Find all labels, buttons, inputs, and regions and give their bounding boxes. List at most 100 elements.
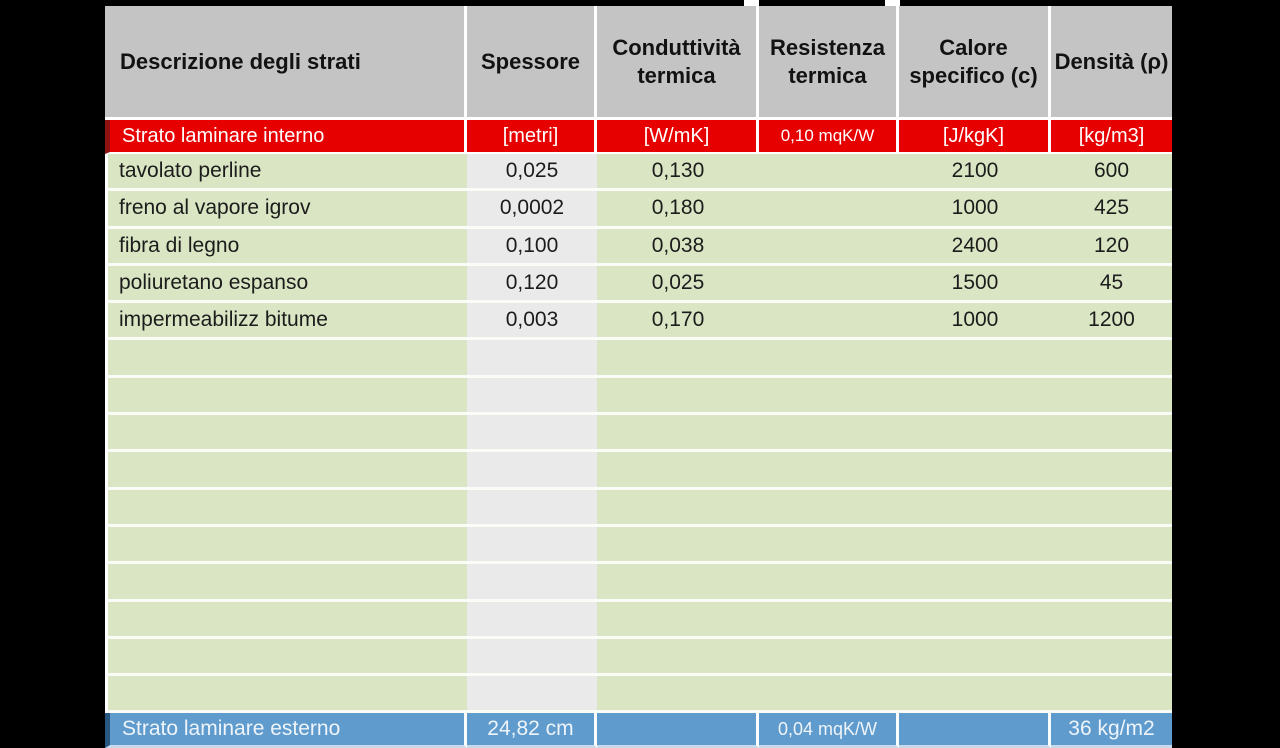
footer-spessore-cell[interactable]: 24,82 cm (467, 713, 597, 748)
cell-calore[interactable]: 2400 (899, 228, 1051, 266)
cell-resistenza[interactable] (759, 377, 899, 416)
cell-descrizione[interactable] (105, 452, 467, 490)
cell-spessore[interactable] (467, 564, 597, 602)
cell-densita[interactable] (1051, 601, 1172, 639)
units-densita-cell[interactable]: [kg/m3] (1051, 120, 1172, 154)
cell-conduttivita[interactable] (597, 340, 759, 378)
footer-row-label[interactable]: Strato laminare esterno (105, 713, 467, 748)
cell-descrizione[interactable] (105, 340, 467, 378)
units-resistenza-cell[interactable]: 0,10 mqK/W (759, 120, 899, 154)
cell-conduttivita[interactable] (597, 564, 759, 602)
cell-spessore[interactable]: 0,003 (467, 303, 597, 341)
cell-conduttivita[interactable]: 0,130 (597, 154, 759, 192)
cell-descrizione[interactable]: poliuretano espanso (105, 265, 467, 304)
cell-spessore[interactable] (467, 526, 597, 565)
cell-resistenza[interactable] (759, 191, 899, 229)
cell-descrizione[interactable]: tavolato perline (105, 154, 467, 192)
cell-conduttivita[interactable]: 0,025 (597, 265, 759, 304)
cell-descrizione[interactable] (105, 601, 467, 639)
cell-densita[interactable] (1051, 676, 1172, 714)
header-descrizione[interactable]: Descrizione degli strati (105, 6, 467, 120)
cell-calore[interactable]: 1000 (899, 191, 1051, 229)
cell-densita[interactable] (1051, 452, 1172, 490)
cell-conduttivita[interactable] (597, 377, 759, 416)
cell-resistenza[interactable] (759, 638, 899, 677)
cell-spessore[interactable]: 0,100 (467, 228, 597, 266)
cell-calore[interactable] (899, 489, 1051, 527)
cell-conduttivita[interactable]: 0,170 (597, 303, 759, 341)
cell-resistenza[interactable] (759, 303, 899, 341)
cell-spessore[interactable] (467, 489, 597, 527)
cell-densita[interactable]: 425 (1051, 191, 1172, 229)
cell-spessore[interactable] (467, 676, 597, 714)
cell-conduttivita[interactable] (597, 526, 759, 565)
cell-descrizione[interactable] (105, 526, 467, 565)
cell-calore[interactable] (899, 676, 1051, 714)
cell-densita[interactable] (1051, 489, 1172, 527)
cell-calore[interactable] (899, 564, 1051, 602)
cell-densita[interactable]: 1200 (1051, 303, 1172, 341)
cell-resistenza[interactable] (759, 452, 899, 490)
cell-densita[interactable] (1051, 638, 1172, 677)
cell-calore[interactable] (899, 340, 1051, 378)
cell-densita[interactable] (1051, 340, 1172, 378)
cell-resistenza[interactable] (759, 154, 899, 192)
cell-densita[interactable]: 45 (1051, 265, 1172, 304)
units-row-label[interactable]: Strato laminare interno (105, 120, 467, 154)
cell-conduttivita[interactable] (597, 415, 759, 453)
cell-densita[interactable]: 120 (1051, 228, 1172, 266)
cell-descrizione[interactable] (105, 564, 467, 602)
cell-descrizione[interactable] (105, 377, 467, 416)
cell-descrizione[interactable] (105, 415, 467, 453)
cell-resistenza[interactable] (759, 340, 899, 378)
cell-spessore[interactable] (467, 415, 597, 453)
cell-calore[interactable]: 2100 (899, 154, 1051, 192)
cell-descrizione[interactable]: fibra di legno (105, 228, 467, 266)
cell-conduttivita[interactable] (597, 638, 759, 677)
footer-densita-cell[interactable]: 36 kg/m2 (1051, 713, 1172, 748)
cell-calore[interactable] (899, 601, 1051, 639)
cell-conduttivita[interactable] (597, 489, 759, 527)
units-conduttivita-cell[interactable]: [W/mK] (597, 120, 759, 154)
cell-calore[interactable] (899, 638, 1051, 677)
cell-descrizione[interactable] (105, 489, 467, 527)
cell-spessore[interactable] (467, 452, 597, 490)
header-resistenza[interactable]: Resistenza termica (759, 6, 899, 120)
cell-densita[interactable]: 600 (1051, 154, 1172, 192)
cell-descrizione[interactable] (105, 676, 467, 714)
cell-spessore[interactable]: 0,0002 (467, 191, 597, 229)
cell-spessore[interactable] (467, 377, 597, 416)
cell-resistenza[interactable] (759, 489, 899, 527)
cell-resistenza[interactable] (759, 228, 899, 266)
units-spessore-cell[interactable]: [metri] (467, 120, 597, 154)
cell-calore[interactable]: 1500 (899, 265, 1051, 304)
header-calore[interactable]: Calore specifico (c) (899, 6, 1051, 120)
cell-resistenza[interactable] (759, 526, 899, 565)
cell-resistenza[interactable] (759, 601, 899, 639)
cell-densita[interactable] (1051, 415, 1172, 453)
units-calore-cell[interactable]: [J/kgK] (899, 120, 1051, 154)
cell-resistenza[interactable] (759, 564, 899, 602)
cell-resistenza[interactable] (759, 265, 899, 304)
cell-conduttivita[interactable] (597, 452, 759, 490)
cell-conduttivita[interactable] (597, 676, 759, 714)
cell-spessore[interactable] (467, 340, 597, 378)
cell-conduttivita[interactable]: 0,038 (597, 228, 759, 266)
cell-descrizione[interactable]: impermeabilizz bitume (105, 303, 467, 341)
cell-calore[interactable]: 1000 (899, 303, 1051, 341)
cell-spessore[interactable]: 0,120 (467, 265, 597, 304)
cell-descrizione[interactable] (105, 638, 467, 677)
cell-densita[interactable] (1051, 564, 1172, 602)
header-densita[interactable]: Densità (ρ) (1051, 6, 1172, 120)
cell-spessore[interactable]: 0,025 (467, 154, 597, 192)
cell-conduttivita[interactable] (597, 601, 759, 639)
header-spessore[interactable]: Spessore (467, 6, 597, 120)
cell-spessore[interactable] (467, 601, 597, 639)
cell-spessore[interactable] (467, 638, 597, 677)
cell-descrizione[interactable]: freno al vapore igrov (105, 191, 467, 229)
footer-calore-cell[interactable] (899, 713, 1051, 748)
cell-calore[interactable] (899, 415, 1051, 453)
footer-conduttivita-cell[interactable] (597, 713, 759, 748)
cell-conduttivita[interactable]: 0,180 (597, 191, 759, 229)
cell-calore[interactable] (899, 526, 1051, 565)
